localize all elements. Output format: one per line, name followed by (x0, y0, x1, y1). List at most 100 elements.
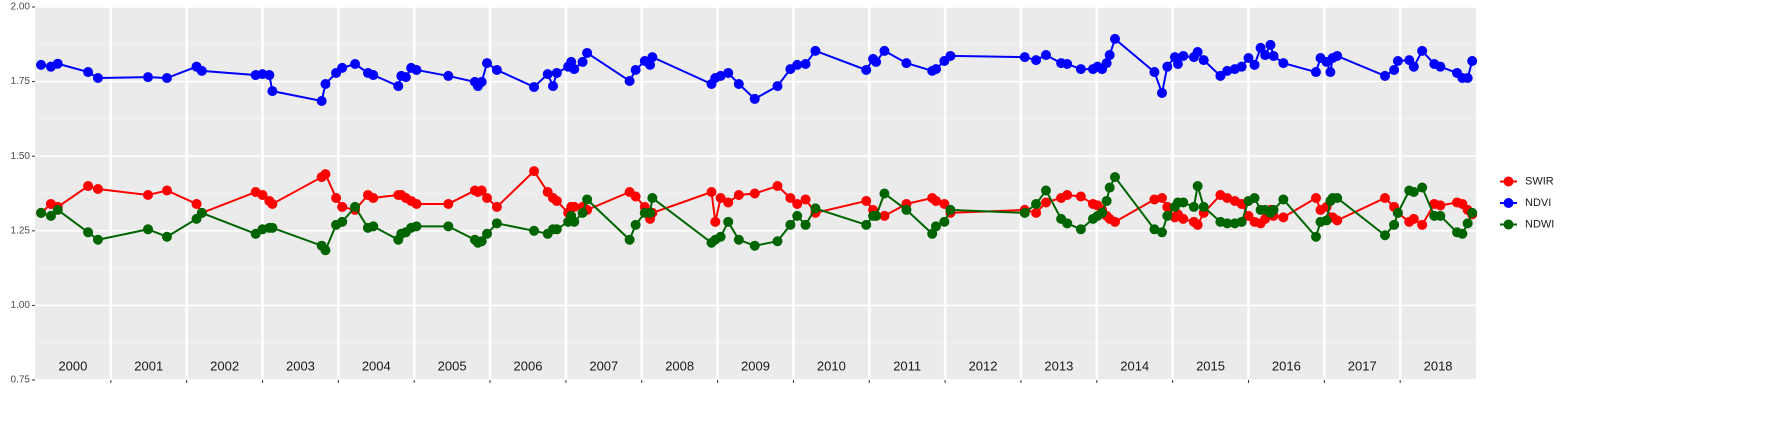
point (861, 219, 872, 230)
legend-point (1503, 176, 1514, 187)
year-label: 2011 (893, 358, 921, 373)
point (443, 221, 454, 232)
point (1379, 230, 1390, 241)
point (1278, 58, 1289, 69)
point (1332, 215, 1343, 226)
point (1467, 207, 1478, 218)
point (1408, 213, 1419, 224)
point (529, 81, 540, 92)
point (1462, 218, 1473, 229)
point (1031, 207, 1042, 218)
point (491, 218, 502, 229)
point (749, 93, 760, 104)
point (1040, 197, 1051, 208)
point (443, 198, 454, 209)
point (1075, 224, 1086, 235)
point (1332, 192, 1343, 203)
point (1236, 61, 1247, 72)
point (1379, 192, 1390, 203)
point (551, 224, 562, 235)
point (161, 73, 172, 84)
year-label: 2008 (665, 358, 694, 373)
point (1104, 50, 1115, 61)
point (1265, 39, 1276, 50)
point (733, 78, 744, 89)
point (1149, 67, 1160, 78)
point (879, 45, 890, 56)
point (1109, 172, 1120, 183)
point (733, 189, 744, 200)
point (1255, 42, 1266, 53)
point (715, 70, 726, 81)
point (1268, 50, 1279, 61)
point (1278, 194, 1289, 205)
point (785, 192, 796, 203)
point (482, 192, 493, 203)
year-label: 2014 (1120, 358, 1149, 373)
point (1149, 194, 1160, 205)
point (1062, 189, 1073, 200)
point (630, 219, 641, 230)
point (267, 86, 278, 97)
point (320, 169, 331, 180)
point (1192, 181, 1203, 192)
point (1379, 70, 1390, 81)
point (52, 204, 63, 215)
point (645, 207, 656, 218)
point (1101, 195, 1112, 206)
point (551, 67, 562, 78)
point (411, 64, 422, 75)
point (143, 189, 154, 200)
point (1019, 52, 1030, 63)
point (1192, 219, 1203, 230)
point (337, 216, 348, 227)
point (800, 219, 811, 230)
point (706, 187, 717, 198)
point (1389, 64, 1400, 75)
point (647, 192, 658, 203)
point (569, 201, 580, 212)
point (1260, 50, 1271, 61)
point (772, 181, 783, 192)
point (772, 81, 783, 92)
point (92, 234, 103, 245)
point (715, 192, 726, 203)
point (337, 62, 348, 73)
point (624, 76, 635, 87)
year-label: 2003 (286, 358, 315, 373)
point (1392, 207, 1403, 218)
year-label: 2010 (817, 358, 846, 373)
point (92, 184, 103, 195)
point (83, 227, 94, 238)
point (1467, 56, 1478, 67)
point (1198, 55, 1209, 66)
point (1278, 212, 1289, 223)
y-tick-label: 2.00 (11, 2, 31, 13)
point (939, 216, 950, 227)
point (749, 188, 760, 199)
point (577, 207, 588, 218)
year-label: 2009 (741, 358, 770, 373)
point (1109, 33, 1120, 44)
point (320, 245, 331, 256)
point (1435, 210, 1446, 221)
point (1178, 213, 1189, 224)
point (491, 64, 502, 75)
year-label: 2015 (1196, 358, 1225, 373)
point (368, 192, 379, 203)
point (491, 201, 502, 212)
point (630, 64, 641, 75)
point (551, 195, 562, 206)
point (1157, 227, 1168, 238)
point (931, 221, 942, 232)
y-tick-label: 1.00 (11, 300, 31, 311)
point (1040, 50, 1051, 61)
point (542, 69, 553, 80)
point (1172, 58, 1183, 69)
year-label: 2017 (1348, 358, 1377, 373)
point (1310, 67, 1321, 78)
point (1198, 201, 1209, 212)
point (931, 64, 942, 75)
year-label: 2013 (1044, 358, 1073, 373)
point (785, 219, 796, 230)
